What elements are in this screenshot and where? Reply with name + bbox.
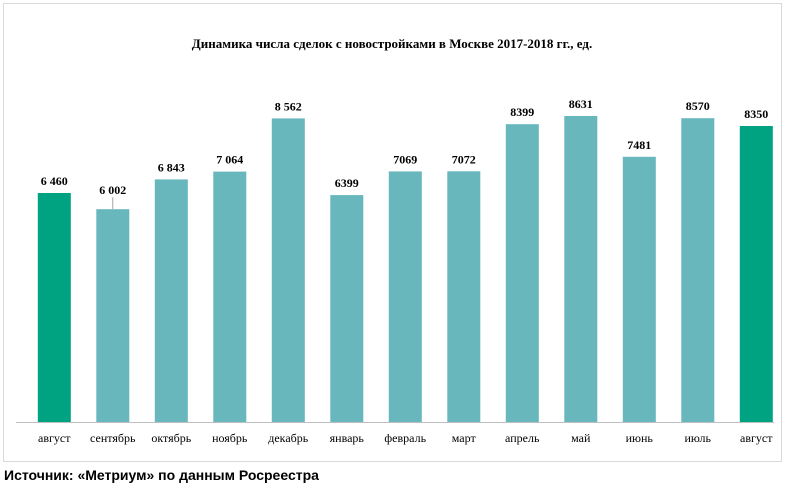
bar-13 (739, 126, 773, 422)
bar-10 (564, 116, 598, 422)
bar-11 (622, 156, 656, 423)
x-tick-labels-group: август сентябрь октябрь ноябрь декабрь январь… (38, 431, 773, 445)
bar-1 (37, 193, 71, 422)
x-tick-label-6: январь (330, 431, 365, 445)
x-tick-label-13: август (740, 431, 773, 445)
x-tick-label-4: ноябрь (212, 431, 248, 445)
value-label-2: 6 002 (99, 183, 126, 197)
x-tick-label-3: октябрь (151, 431, 191, 445)
bars-group (37, 116, 773, 423)
value-label-13: 8350 (744, 107, 768, 121)
value-label-9: 8399 (510, 105, 534, 119)
value-label-8: 7072 (452, 152, 476, 166)
x-tick-label-1: август (38, 431, 71, 445)
x-tick-label-10: май (571, 431, 591, 445)
value-label-12: 8570 (686, 99, 710, 113)
value-label-10: 8631 (569, 97, 593, 111)
value-label-1: 6 460 (41, 174, 68, 188)
value-label-6: 6399 (335, 176, 359, 190)
value-label-7: 7069 (393, 152, 417, 166)
chart-frame: Динамика числа сделок с новостройками в … (3, 3, 782, 462)
x-tick-label-5: декабрь (268, 431, 309, 445)
x-tick-label-8: март (452, 431, 477, 445)
bar-2 (96, 209, 130, 422)
bar-7 (388, 171, 422, 422)
source-note: Источник: «Метриум» по данным Росреестра (4, 467, 319, 483)
x-tick-label-2: сентябрь (90, 431, 136, 445)
x-tick-label-12: июль (684, 431, 711, 445)
value-label-11: 7481 (627, 138, 651, 152)
value-labels-group: 6 460 6 002 6 843 7 064 8 562 6399 7069 7072 839… (41, 97, 768, 210)
value-label-4: 7 064 (216, 153, 243, 167)
bar-5 (271, 118, 305, 423)
chart-title: Динамика числа сделок с новостройками в … (192, 36, 592, 51)
bar-4 (213, 171, 247, 422)
bar-6 (330, 195, 364, 422)
x-tick-label-11: июнь (626, 431, 654, 445)
value-label-3: 6 843 (158, 160, 185, 174)
bar-chart: Динамика числа сделок с новостройками в … (16, 36, 774, 445)
bar-8 (447, 171, 481, 422)
bar-3 (154, 179, 188, 422)
x-tick-label-9: апрель (505, 431, 540, 445)
bar-9 (505, 124, 539, 422)
bar-12 (681, 118, 715, 422)
value-label-5: 8 562 (275, 99, 302, 113)
x-tick-label-7: февраль (384, 431, 426, 445)
